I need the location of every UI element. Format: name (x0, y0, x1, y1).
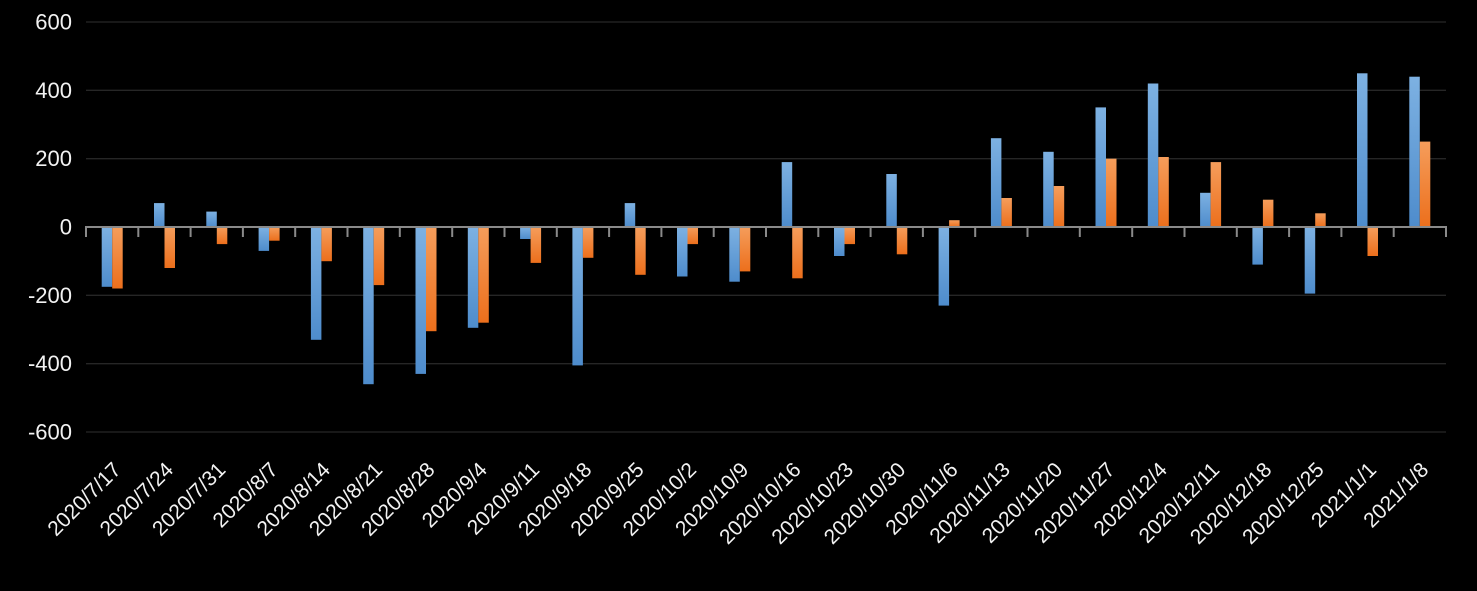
bar-blue-2020/8/14 (310, 227, 322, 340)
x-axis-labels: 2020/7/172020/7/242020/7/312020/8/72020/… (43, 458, 1433, 549)
bar-blue-2021/1/8 (1409, 76, 1420, 227)
y-axis-label-200: 200 (35, 146, 72, 171)
y-axis-labels: 600 400 200 0 -200 -400 -600 (28, 10, 72, 445)
bar-blue-2020/12/11 (1200, 192, 1211, 227)
bar-blue-2020/9/11 (520, 227, 531, 239)
bar-blue-2020/12/18 (1252, 227, 1263, 265)
bar-orange-2020/11/6 (949, 220, 960, 227)
bar-blue-2020/10/2 (677, 227, 688, 277)
bar-orange-2020/8/28 (426, 227, 437, 332)
bar-blue-2020/8/28 (415, 227, 426, 374)
bar-blue-2020/11/27 (1095, 107, 1106, 227)
bar-orange-2020/10/30 (896, 227, 908, 255)
bar-blue-2020/10/23 (834, 227, 845, 256)
y-axis-label-0: 0 (60, 215, 72, 240)
bar-orange-2020/12/4 (1158, 157, 1169, 227)
bar-blue-2020/12/4 (1147, 83, 1159, 227)
bar-blue-2020/10/16 (781, 162, 793, 227)
bar-blue-2020/7/17 (101, 227, 113, 287)
bar-blue-2021/1/1 (1357, 73, 1368, 228)
bar-orange-2021/1/1 (1367, 227, 1378, 256)
bar-orange-2020/8/21 (373, 227, 385, 286)
bar-blue-2020/7/24 (154, 203, 165, 227)
bar-orange-2020/8/7 (269, 227, 280, 241)
bar-blue-2020/12/25 (1304, 227, 1316, 294)
y-axis-label-400: 400 (35, 78, 72, 103)
bar-series (101, 73, 1431, 385)
bar-blue-2020/10/30 (886, 174, 897, 227)
bar-orange-2020/8/14 (321, 227, 332, 262)
bar-orange-2020/12/18 (1262, 199, 1274, 227)
bar-blue-2020/11/6 (938, 227, 950, 306)
bar-blue-2020/11/13 (990, 138, 1002, 227)
bar-orange-2021/1/8 (1419, 141, 1431, 227)
y-axis-label--400: -400 (28, 351, 72, 376)
y-axis-label-600: 600 (35, 10, 72, 35)
bar-blue-2020/8/7 (258, 227, 270, 251)
bar-blue-2020/11/20 (1043, 151, 1054, 227)
bar-blue-2020/8/21 (363, 227, 374, 385)
bar-orange-2020/9/18 (582, 227, 594, 258)
bar-blue-2020/9/4 (467, 227, 479, 328)
bar-orange-2020/11/13 (1001, 198, 1012, 227)
bar-orange-2020/9/11 (530, 227, 542, 263)
bar-blue-2020/10/9 (729, 227, 740, 282)
bar-orange-2020/9/25 (635, 227, 646, 275)
y-axis-label--600: -600 (28, 420, 72, 445)
bar-orange-2020/10/9 (739, 227, 751, 272)
x-axis (85, 226, 1447, 237)
bar-blue-2020/9/25 (624, 203, 636, 227)
bar-orange-2020/11/27 (1106, 158, 1117, 227)
y-axis-label--200: -200 (28, 283, 72, 308)
bar-orange-2020/10/2 (687, 227, 698, 245)
bar-orange-2020/12/11 (1210, 162, 1222, 227)
bar-orange-2020/10/23 (844, 227, 855, 245)
bar-blue-2020/7/31 (206, 211, 217, 227)
bar-orange-2020/7/24 (164, 227, 175, 268)
bar-blue-2020/9/18 (572, 227, 583, 366)
bar-orange-2020/10/16 (792, 227, 803, 279)
bar-orange-2020/9/4 (478, 227, 489, 323)
bar-orange-2020/7/17 (112, 227, 123, 289)
bar-orange-2020/12/25 (1315, 213, 1326, 227)
bar-orange-2020/7/31 (216, 227, 228, 245)
bar-orange-2020/11/20 (1053, 186, 1065, 227)
